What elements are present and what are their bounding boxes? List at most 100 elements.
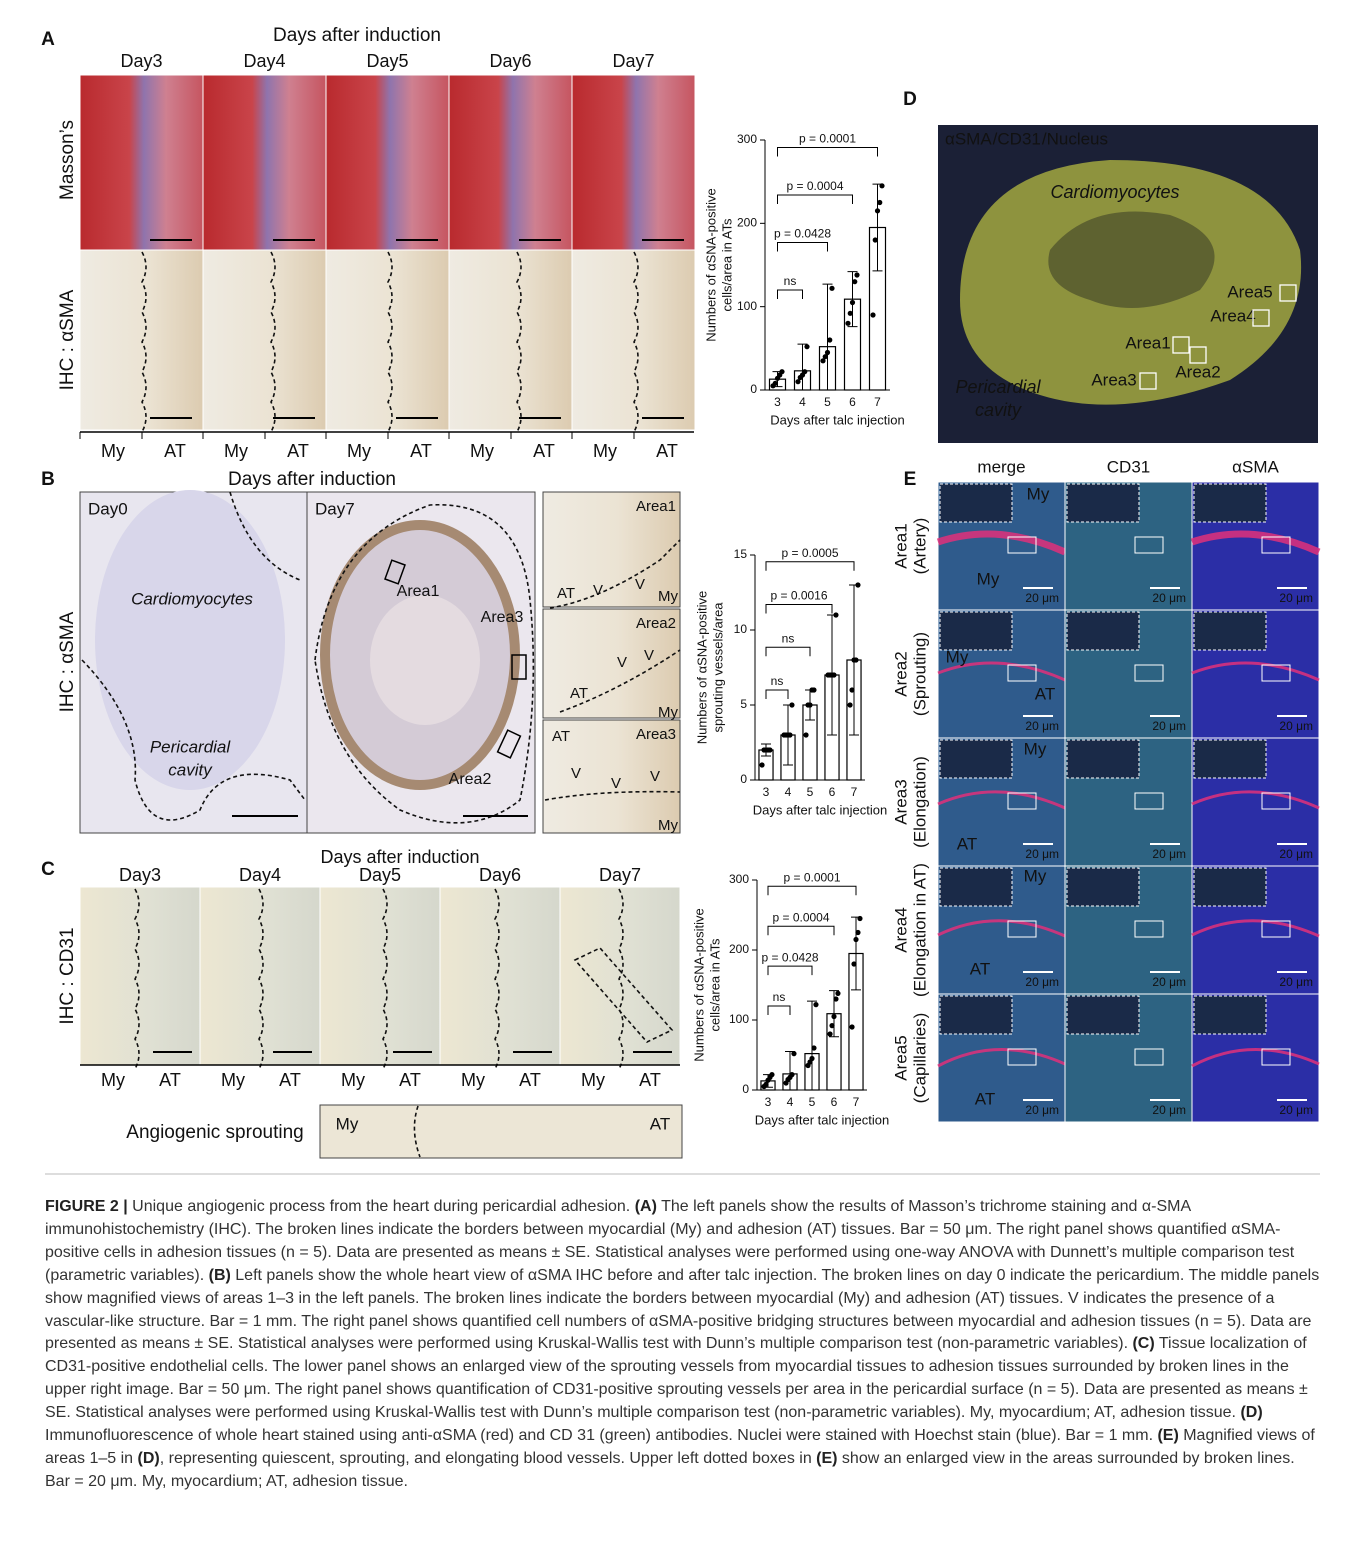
heart-section xyxy=(370,595,480,725)
structure-label: My xyxy=(658,704,678,721)
x-tick-label: 6 xyxy=(849,395,856,409)
structure-label: V xyxy=(611,775,621,792)
tissue-label: AT xyxy=(164,441,186,461)
scale-label: 20 μm xyxy=(1025,1103,1059,1117)
comparison-bracket xyxy=(778,195,853,204)
tissue-label: AT xyxy=(970,959,990,978)
y-axis-label: Numbers of αSNA-positive xyxy=(694,591,709,744)
scale-label: 20 μm xyxy=(1279,1103,1313,1117)
comparison-bracket xyxy=(778,148,878,157)
inset xyxy=(940,996,1012,1034)
legend-entry: /CD31 xyxy=(993,129,1041,148)
structure-label: My xyxy=(658,588,678,605)
row-label: IHC : αSMA xyxy=(57,611,78,712)
caption-text: FIGURE 2 | xyxy=(45,1198,128,1215)
comparison-bracket xyxy=(778,243,828,252)
area-label: Area3 xyxy=(1091,370,1136,389)
x-tick-label: 7 xyxy=(853,1095,860,1109)
area-label: Area2 xyxy=(449,771,492,788)
data-point xyxy=(852,279,857,284)
panel-label: A xyxy=(41,29,55,50)
y-tick-label: 0 xyxy=(742,1082,749,1096)
structure-label: V xyxy=(617,654,627,671)
data-point xyxy=(811,1045,816,1050)
data-point xyxy=(773,381,778,386)
region-label: Cardiomyocytes xyxy=(1050,182,1179,202)
ihc-image xyxy=(203,250,326,430)
structure-label: My xyxy=(658,817,678,834)
scale-label: 20 μm xyxy=(1025,591,1059,605)
scale-label: 20 μm xyxy=(1025,847,1059,861)
cd31-image xyxy=(320,887,440,1065)
day-label: Day3 xyxy=(119,865,161,885)
masson-image xyxy=(449,75,572,250)
area-label: Area4 xyxy=(1210,306,1255,325)
day-label: Day6 xyxy=(489,51,531,71)
tissue-label: My xyxy=(347,441,371,461)
data-point xyxy=(789,702,794,707)
inset xyxy=(1194,484,1266,522)
comparison-label: p = 0.0005 xyxy=(781,546,838,560)
data-point xyxy=(857,916,862,921)
data-point xyxy=(877,200,882,205)
inset xyxy=(1067,868,1139,906)
scale-label: 20 μm xyxy=(1152,1103,1186,1117)
x-tick-label: 3 xyxy=(763,785,770,799)
data-point xyxy=(851,961,856,966)
tissue-label: AT xyxy=(399,1070,421,1090)
data-point xyxy=(767,747,772,752)
x-axis-label: Days after talc injection xyxy=(770,412,904,427)
comparison-bracket xyxy=(766,562,854,571)
data-point xyxy=(845,321,850,326)
tissue-label: AT xyxy=(1035,684,1055,703)
y-tick-label: 100 xyxy=(737,299,757,313)
scale-label: 20 μm xyxy=(1152,975,1186,989)
data-point xyxy=(831,672,836,677)
row-label: (Capillaries) xyxy=(910,1013,929,1104)
cd31-image xyxy=(440,887,560,1065)
scale-label: 20 μm xyxy=(1152,719,1186,733)
inset xyxy=(1194,996,1266,1034)
y-tick-label: 200 xyxy=(737,216,757,230)
tissue-label: AT xyxy=(519,1070,541,1090)
inset xyxy=(1067,740,1139,778)
comparison-bracket xyxy=(768,1006,790,1015)
comparison-label: ns xyxy=(782,631,795,645)
y-tick-label: 300 xyxy=(737,132,757,146)
comparison-bracket xyxy=(766,690,788,699)
y-tick-label: 100 xyxy=(729,1012,749,1026)
data-point xyxy=(833,612,838,617)
x-tick-label: 7 xyxy=(851,785,858,799)
tissue-label: AT xyxy=(533,441,555,461)
row-label: Area5 xyxy=(891,1035,910,1080)
heading: Days after induction xyxy=(228,469,396,490)
data-point xyxy=(804,344,809,349)
data-point xyxy=(769,1072,774,1077)
comparison-bracket xyxy=(768,926,834,935)
data-point xyxy=(787,732,792,737)
inset xyxy=(1194,612,1266,650)
comparison-label: p = 0.0004 xyxy=(772,910,829,924)
inset xyxy=(1067,612,1139,650)
inset xyxy=(1194,740,1266,778)
structure-label: V xyxy=(635,576,645,593)
structure-label: V xyxy=(650,768,660,785)
region-label: Pericardial xyxy=(955,377,1041,397)
y-tick-label: 0 xyxy=(740,772,747,786)
x-tick-label: 5 xyxy=(807,785,814,799)
y-tick-label: 200 xyxy=(729,942,749,956)
heading: Days after induction xyxy=(320,847,479,867)
data-point xyxy=(791,1051,796,1056)
tissue-label: AT xyxy=(957,834,977,853)
area-label: Area3 xyxy=(481,609,524,626)
scale-label: 20 μm xyxy=(1152,591,1186,605)
row-label: IHC : CD31 xyxy=(57,927,78,1024)
data-point xyxy=(789,1072,794,1077)
y-axis-label: cells/area in ATs xyxy=(719,218,734,311)
area-label: Area3 xyxy=(636,726,676,743)
data-point xyxy=(829,1023,834,1028)
x-axis-label: Days after talc injection xyxy=(753,802,887,817)
y-axis-label: Numbers of αSNA-positive xyxy=(703,188,718,341)
data-point xyxy=(854,272,859,277)
tissue-label: My xyxy=(470,441,494,461)
